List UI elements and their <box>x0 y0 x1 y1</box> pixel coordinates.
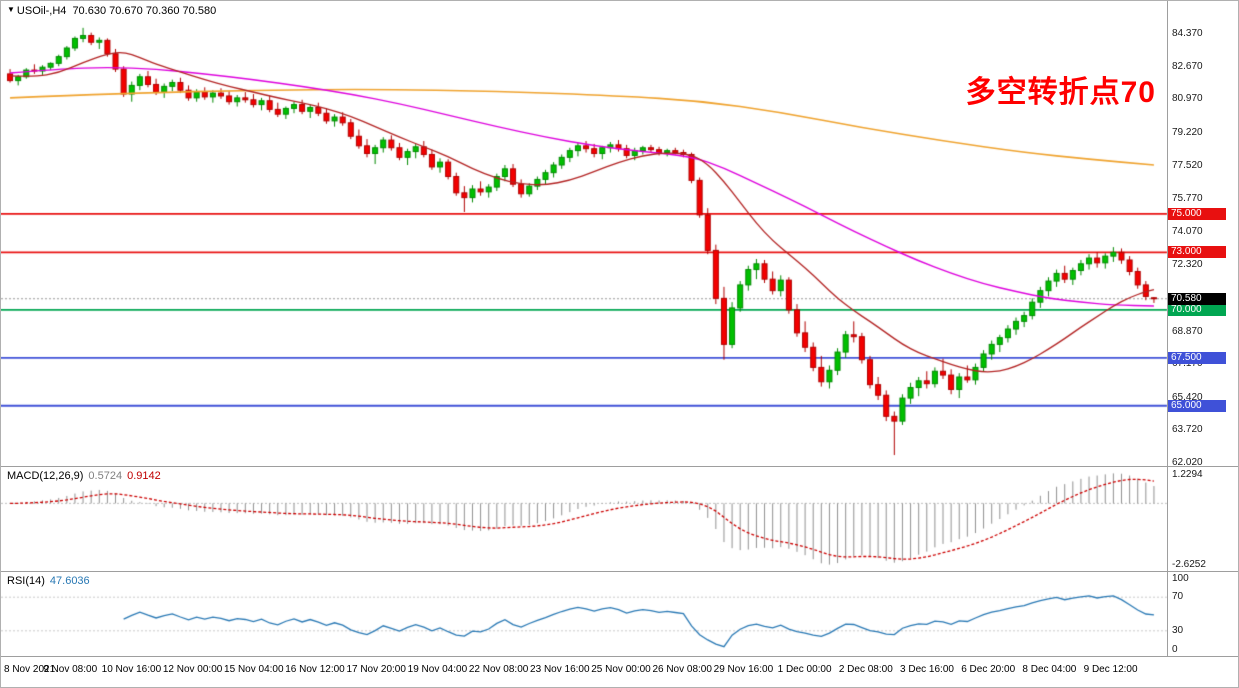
time-axis-label: 2 Dec 08:00 <box>838 664 893 675</box>
price-axis-divider <box>1167 1 1168 656</box>
time-axis-label: 3 Dec 16:00 <box>900 664 954 675</box>
macd-axis-min-label: -2.6252 <box>1172 559 1206 570</box>
time-axis-label: 19 Nov 04:00 <box>407 664 468 675</box>
price-tick-label: 80.970 <box>1172 93 1203 105</box>
price-tick-label: 84.370 <box>1172 28 1203 40</box>
time-axis-label: 1 Dec 00:00 <box>777 664 832 675</box>
price-level-tag[interactable]: 75.000 <box>1168 207 1226 220</box>
price-tick-label: 68.870 <box>1172 325 1203 337</box>
rsi-pane-separator[interactable] <box>1 571 1238 572</box>
rsi-axis-label: 0 <box>1172 644 1178 655</box>
rsi-axis-label: 70 <box>1172 591 1184 603</box>
chart-title: ▼ USOil-,H4 70.630 70.670 70.360 70.580 <box>7 5 216 17</box>
time-axis-label: 26 Nov 08:00 <box>652 664 712 675</box>
price-level-tag[interactable]: 65.000 <box>1168 399 1226 412</box>
price-tick-label: 72.320 <box>1172 259 1203 271</box>
rsi-axis-label: 100 <box>1172 573 1189 584</box>
price-level-tag[interactable]: 67.500 <box>1168 351 1226 364</box>
time-axis-label: 29 Nov 16:00 <box>713 664 774 675</box>
symbol-marker-icon: ▼ <box>7 5 15 14</box>
price-level-tag[interactable]: 70.000 <box>1168 303 1226 316</box>
price-level-tag[interactable]: 73.000 <box>1168 246 1226 259</box>
time-axis-label: 8 Dec 04:00 <box>1022 664 1077 675</box>
time-axis-label: 25 Nov 00:00 <box>591 664 651 675</box>
time-axis-label: 23 Nov 16:00 <box>530 664 590 675</box>
symbol-timeframe-label: USOil-,H4 <box>16 5 67 17</box>
price-tick-label: 79.220 <box>1172 126 1203 138</box>
time-axis-label: 12 Nov 00:00 <box>162 664 223 675</box>
time-axis-label: 10 Nov 16:00 <box>101 664 162 675</box>
macd-name: MACD(12,26,9) <box>7 470 84 482</box>
rsi-indicator-label: RSI(14) 47.6036 <box>7 575 90 587</box>
time-axis-label: 17 Nov 20:00 <box>346 664 406 675</box>
time-axis-label: 9 Nov 08:00 <box>43 664 98 675</box>
time-axis-label: 9 Dec 12:00 <box>1083 664 1138 675</box>
time-axis-label: 15 Nov 04:00 <box>224 664 284 675</box>
ohlc-values: 70.630 70.670 70.360 70.580 <box>72 5 217 17</box>
price-tick-label: 75.770 <box>1172 193 1203 205</box>
rsi-name: RSI(14) <box>7 575 45 587</box>
macd-indicator-label: MACD(12,26,9) 0.5724 0.9142 <box>7 470 161 482</box>
rsi-value: 47.6036 <box>49 575 90 587</box>
time-axis-label: 22 Nov 08:00 <box>468 664 529 675</box>
price-tick-label: 65.420 <box>1172 391 1203 403</box>
price-tick-label: 77.520 <box>1172 159 1203 171</box>
macd-axis-max-label: 1.2294 <box>1172 469 1203 480</box>
time-axis-label: 6 Dec 20:00 <box>961 664 1016 675</box>
price-tick-label: 74.070 <box>1172 225 1203 237</box>
macd-pane-separator[interactable] <box>1 466 1238 467</box>
time-axis-label: 16 Nov 12:00 <box>285 664 345 675</box>
chart-annotation-text: 多空转折点70 <box>965 76 1156 109</box>
macd-signal-value: 0.9142 <box>127 470 161 482</box>
current-price-tag: 70.580 <box>1168 292 1226 305</box>
time-axis-separator <box>1 656 1238 657</box>
rsi-axis-label: 30 <box>1172 624 1184 636</box>
price-tick-label: 63.720 <box>1172 424 1203 436</box>
price-tick-label: 62.020 <box>1172 456 1203 468</box>
time-axis-label: 8 Nov 2021 <box>4 664 56 675</box>
price-tick-label: 82.670 <box>1172 60 1203 72</box>
macd-main-value: 0.5724 <box>88 470 123 482</box>
